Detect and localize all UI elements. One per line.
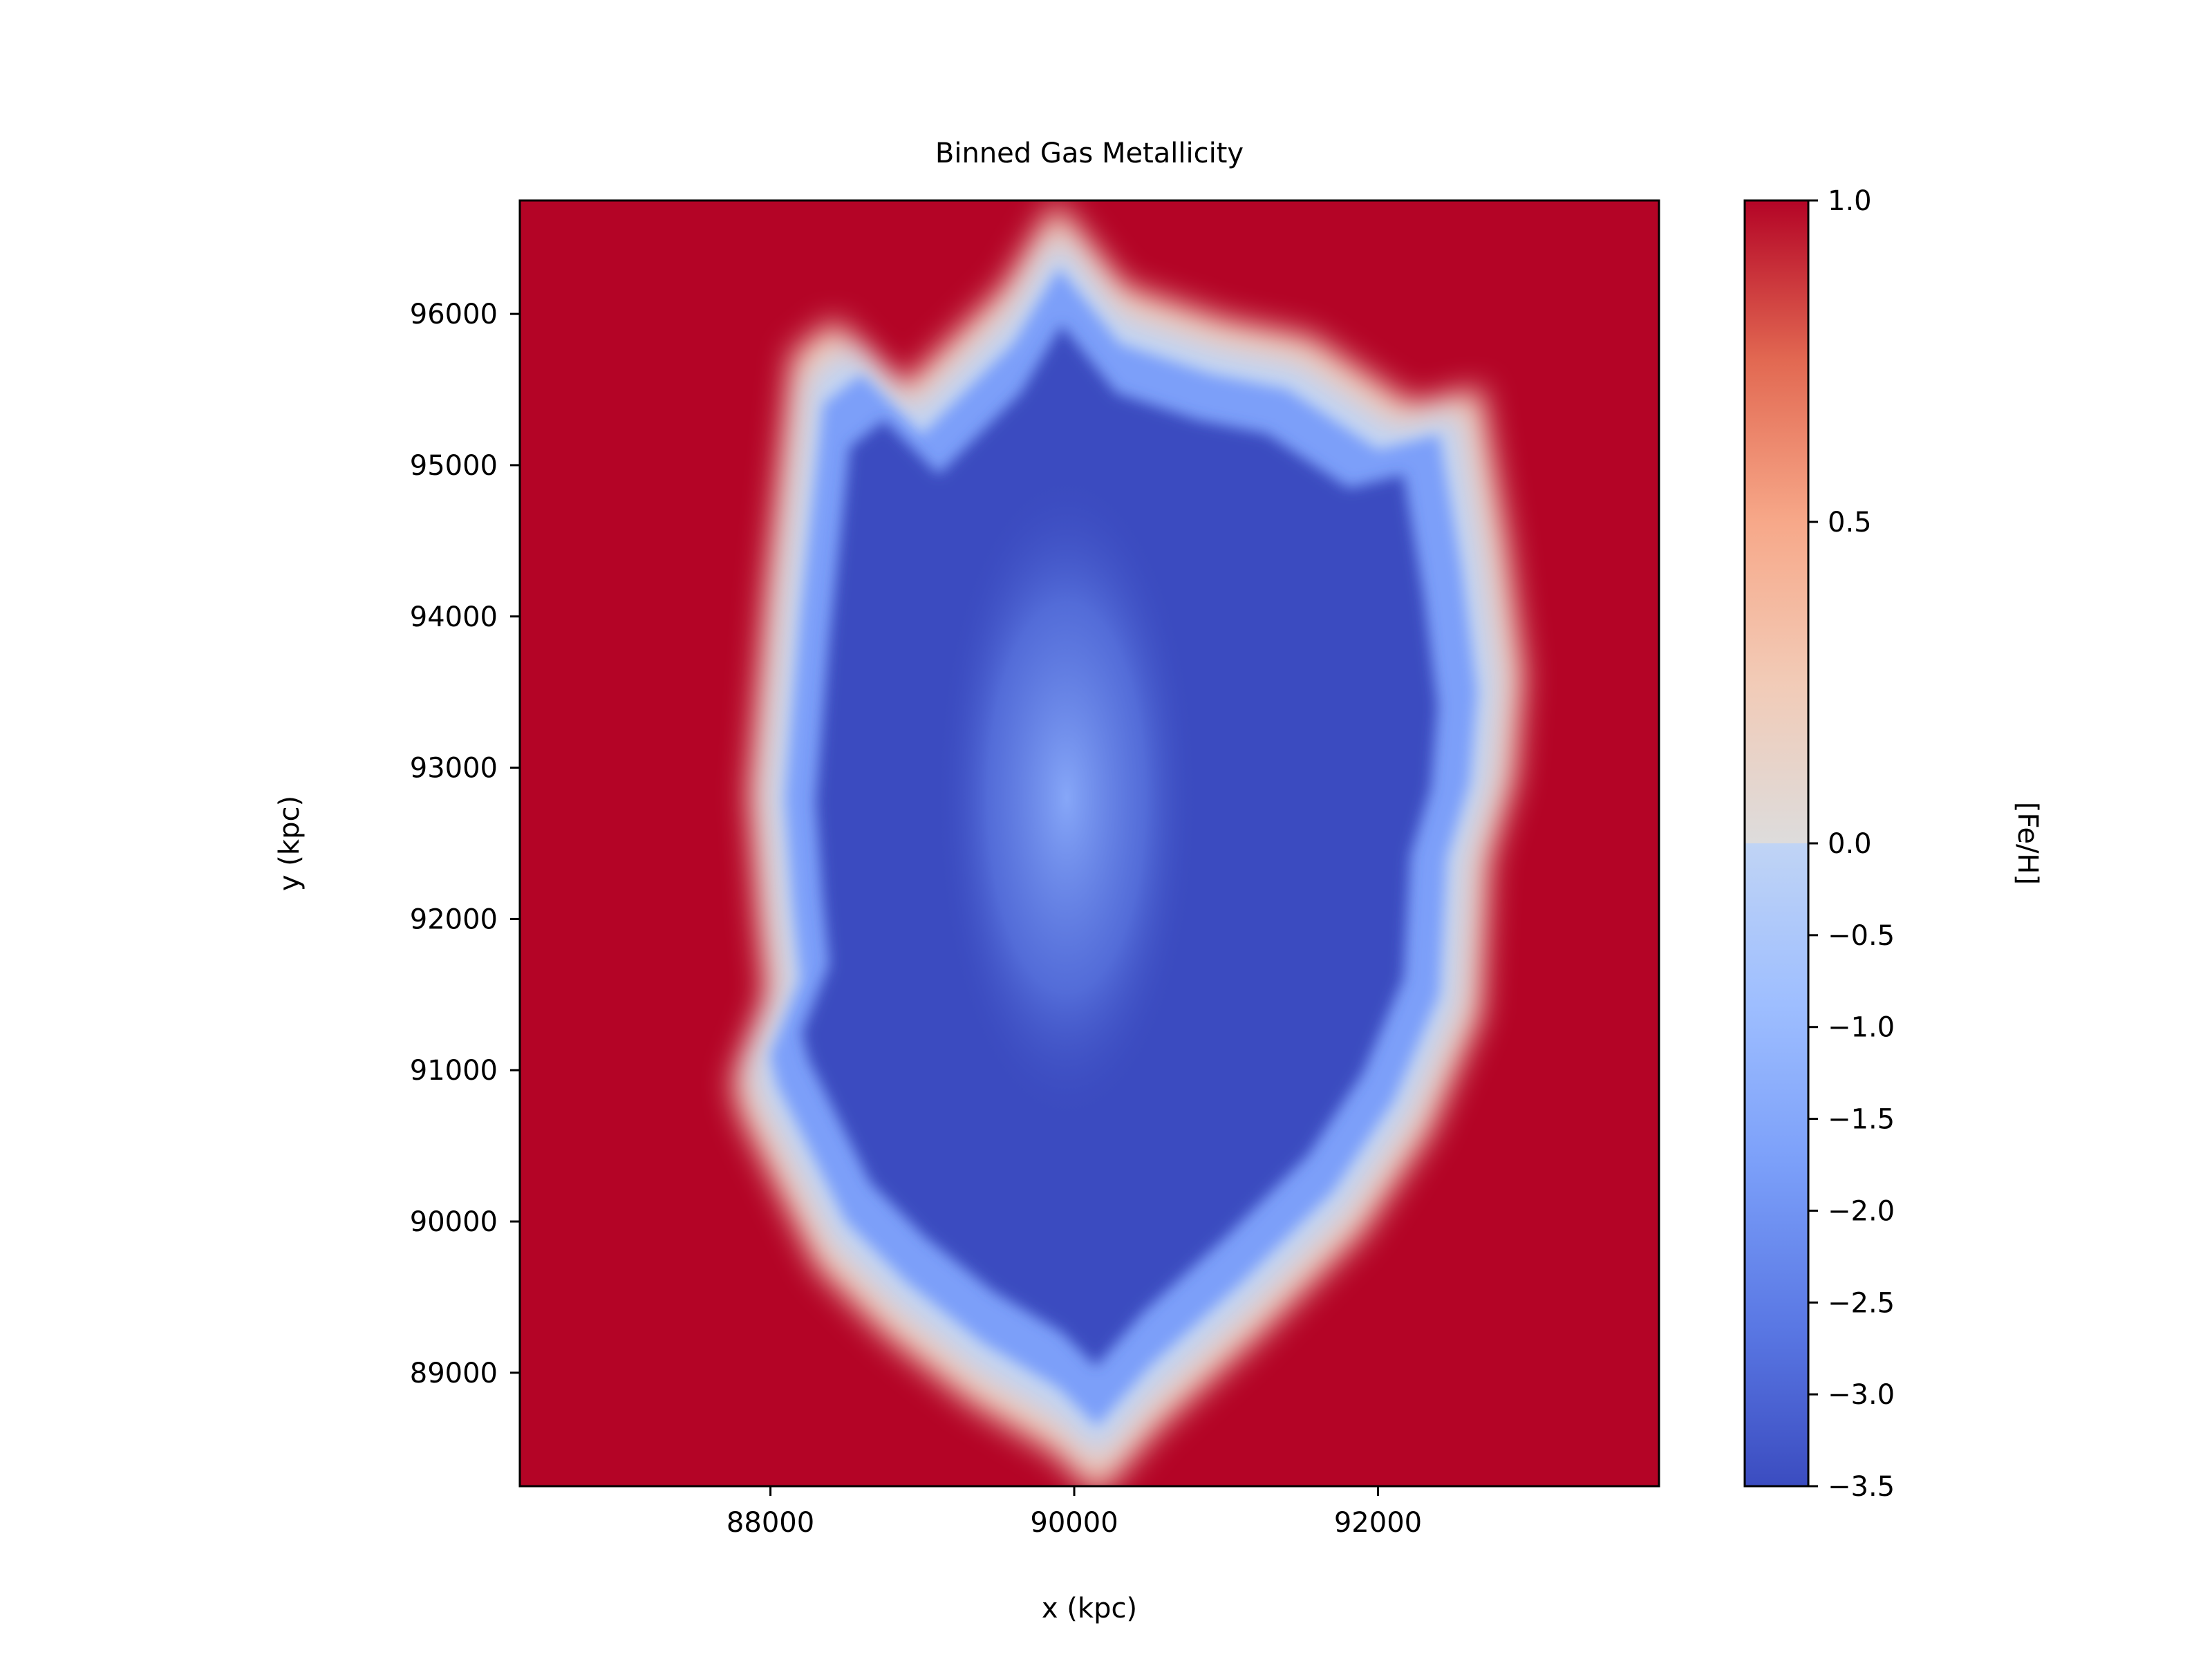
colorbar-tick-label: −1.0 bbox=[1828, 1012, 1895, 1044]
plot-frame bbox=[518, 199, 1660, 1488]
y-tick-label: 90000 bbox=[410, 1206, 498, 1238]
x-tick-label: 92000 bbox=[1334, 1507, 1422, 1539]
colorbar-label: [Fe/H] bbox=[2012, 802, 2043, 885]
colorbar-tick-label: −2.5 bbox=[1828, 1287, 1895, 1319]
region-central-filaments bbox=[935, 473, 1199, 1123]
colorbar bbox=[1743, 199, 1810, 1488]
heatmap-plot-area bbox=[520, 200, 1659, 1486]
colorbar-tick-label: −1.5 bbox=[1828, 1104, 1895, 1136]
y-tick-label: 91000 bbox=[410, 1055, 498, 1087]
y-axis-label: y (kpc) bbox=[274, 796, 306, 891]
y-axis: 89000 90000 91000 92000 93000 94000 95000 96000 bbox=[410, 299, 520, 1389]
y-tick-label: 94000 bbox=[410, 601, 498, 633]
y-tick-label: 95000 bbox=[410, 450, 498, 482]
colorbar-tick-label: 0.5 bbox=[1828, 507, 1872, 538]
chart-title: Binned Gas Metallicity bbox=[935, 138, 1244, 169]
metallicity-region bbox=[732, 200, 1524, 1486]
colorbar-tick-label: −3.0 bbox=[1828, 1379, 1895, 1411]
colorbar-tick-label: −0.5 bbox=[1828, 920, 1895, 952]
x-tick-label: 88000 bbox=[727, 1507, 814, 1539]
y-tick-label: 96000 bbox=[410, 299, 498, 330]
y-tick-label: 92000 bbox=[410, 903, 498, 935]
colorbar-tick-label: 1.0 bbox=[1828, 185, 1872, 217]
x-axis: 88000 90000 92000 bbox=[727, 1486, 1422, 1539]
colorbar-axis: 1.0 0.5 0.0 −0.5 −1.0 −1.5 −2.0 −2.5 −3.0 −3.5 bbox=[1808, 185, 1895, 1503]
x-axis-label: x (kpc) bbox=[1042, 1593, 1137, 1624]
y-tick-label: 93000 bbox=[410, 753, 498, 785]
y-tick-label: 89000 bbox=[410, 1358, 498, 1389]
colorbar-tick-label: 0.0 bbox=[1828, 828, 1872, 860]
colorbar-tick-label: −3.5 bbox=[1828, 1471, 1895, 1503]
colorbar-tick-label: −2.0 bbox=[1828, 1195, 1895, 1227]
x-tick-label: 90000 bbox=[1030, 1507, 1118, 1539]
